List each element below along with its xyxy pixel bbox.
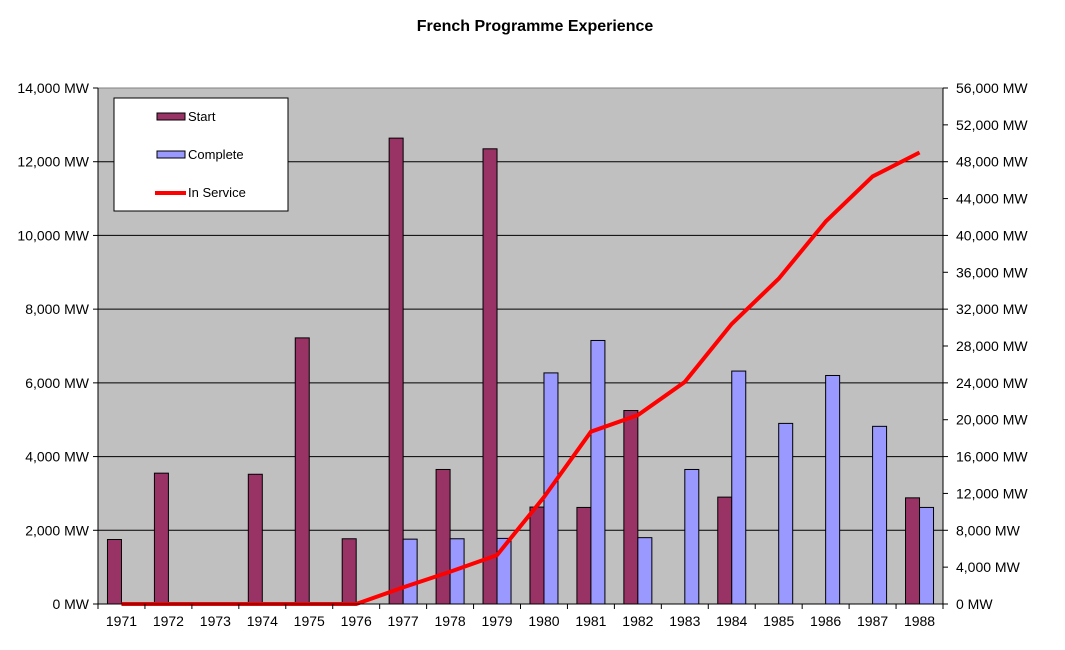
- legend-swatch: [156, 150, 186, 159]
- legend-label: Complete: [188, 147, 244, 162]
- bar-complete: [402, 538, 418, 605]
- bar-complete: [872, 425, 888, 605]
- x-tick-label: 1984: [716, 613, 747, 629]
- x-tick-label: 1982: [622, 613, 653, 629]
- x-tick-label: 1974: [247, 613, 278, 629]
- bar-start: [717, 496, 733, 605]
- bar-start: [341, 538, 357, 605]
- y-right-tick-label: 36,000 MW: [956, 264, 1028, 280]
- y-left-tick-label: 6,000 MW: [25, 375, 90, 391]
- legend: Start Complete In Service: [113, 97, 289, 212]
- grid-lines: [98, 161, 943, 531]
- y-left-tick-label: 10,000 MW: [17, 227, 89, 243]
- y-left-tick-label: 14,000 MW: [17, 80, 89, 96]
- y-right-tick-label: 44,000 MW: [956, 191, 1028, 207]
- y-left-tick-label: 4,000 MW: [25, 449, 90, 465]
- bar-complete: [590, 339, 606, 605]
- x-tick-label: 1980: [528, 613, 559, 629]
- bar-complete: [919, 506, 935, 605]
- legend-box: [113, 97, 289, 212]
- bar-start: [247, 473, 263, 605]
- x-tick-label: 1979: [481, 613, 512, 629]
- y-right-tick-label: 16,000 MW: [956, 449, 1028, 465]
- x-tick-label: 1985: [763, 613, 794, 629]
- x-tick-label: 1972: [153, 613, 184, 629]
- y-right-tick-label: 0 MW: [956, 596, 993, 612]
- y-left-tick-label: 12,000 MW: [17, 154, 89, 170]
- y-left-tick-label: 8,000 MW: [25, 301, 90, 317]
- x-tick-label: 1986: [810, 613, 841, 629]
- bar-complete: [684, 468, 700, 605]
- bars: [106, 137, 935, 605]
- y-right-tick-label: 24,000 MW: [956, 375, 1028, 391]
- y-right-tick-label: 8,000 MW: [956, 522, 1021, 538]
- y-right-tick-label: 4,000 MW: [956, 559, 1021, 575]
- x-tick-label: 1976: [341, 613, 372, 629]
- bar-complete: [637, 537, 653, 605]
- y-right-tick-label: 20,000 MW: [956, 412, 1028, 428]
- y-right-tick-label: 28,000 MW: [956, 338, 1028, 354]
- x-tick-label: 1973: [200, 613, 231, 629]
- x-tick-label: 1987: [857, 613, 888, 629]
- x-tick-label: 1981: [575, 613, 606, 629]
- y-right-tick-label: 48,000 MW: [956, 154, 1028, 170]
- x-tick-label: 1988: [904, 613, 935, 629]
- axes: 0 MW 2,000 MW 4,000 MW 6,000 MW 8,000 MW 10,0…: [17, 80, 1028, 629]
- bar-start: [153, 472, 169, 605]
- y-right-tick-label: 12,000 MW: [956, 485, 1028, 501]
- x-tick-label: 1977: [388, 613, 419, 629]
- legend-swatch: [156, 112, 186, 121]
- x-tick-label: 1983: [669, 613, 700, 629]
- chart-title: French Programme Experience: [417, 18, 654, 35]
- y-left-tick-label: 2,000 MW: [25, 522, 90, 538]
- bar-complete: [825, 374, 841, 605]
- legend-label: Start: [188, 109, 216, 124]
- bar-start: [294, 337, 310, 605]
- bar-complete: [731, 370, 747, 605]
- y-right-tick-label: 52,000 MW: [956, 117, 1028, 133]
- bar-start: [435, 468, 451, 605]
- x-tick-label: 1971: [106, 613, 137, 629]
- y-right-tick-label: 40,000 MW: [956, 227, 1028, 243]
- x-tick-label: 1978: [435, 613, 466, 629]
- bar-complete: [778, 422, 794, 605]
- bar-start: [482, 148, 498, 605]
- y-right-tick-label: 56,000 MW: [956, 80, 1028, 96]
- bar-start: [106, 539, 122, 605]
- bar-start: [905, 497, 921, 605]
- y-right-tick-label: 32,000 MW: [956, 301, 1028, 317]
- bar-start: [623, 410, 639, 605]
- bar-start: [388, 137, 404, 605]
- bar-start: [576, 506, 592, 605]
- x-tick-label: 1975: [294, 613, 325, 629]
- bar-start: [529, 506, 545, 605]
- legend-label: In Service: [188, 185, 246, 200]
- y-left-tick-label: 0 MW: [52, 596, 89, 612]
